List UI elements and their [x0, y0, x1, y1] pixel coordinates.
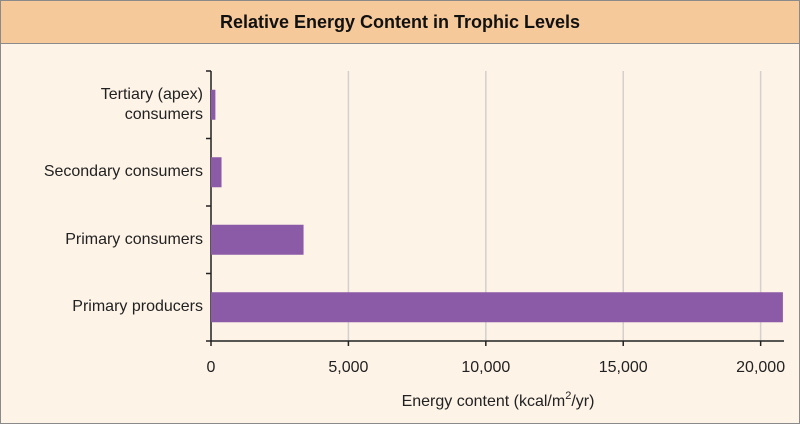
x-tick-label: 20,000 [736, 359, 785, 376]
bar [211, 224, 304, 255]
bar [211, 157, 222, 188]
bar [211, 292, 783, 323]
y-tick-label: Primary consumers [65, 230, 203, 248]
x-axis-label-part: Energy content (kcal/m [402, 393, 566, 410]
bar [211, 89, 216, 120]
x-tick-label: 15,000 [599, 359, 648, 376]
chart-title: Relative Energy Content in Trophic Level… [1, 1, 799, 44]
y-tick-label: Tertiary (apex) consumers [100, 85, 203, 123]
x-axis-label: Energy content (kcal/m2/yr) [402, 390, 595, 410]
x-tick-label: 0 [207, 359, 216, 376]
x-tick-label: 5,000 [328, 359, 368, 376]
x-tick-label: 10,000 [461, 359, 510, 376]
y-tick-label: Primary producers [72, 298, 203, 316]
x-axis-label-sup: 2 [565, 390, 571, 402]
y-tick-label: Secondary consumers [43, 163, 203, 181]
x-axis-label-part: /yr) [571, 393, 594, 410]
